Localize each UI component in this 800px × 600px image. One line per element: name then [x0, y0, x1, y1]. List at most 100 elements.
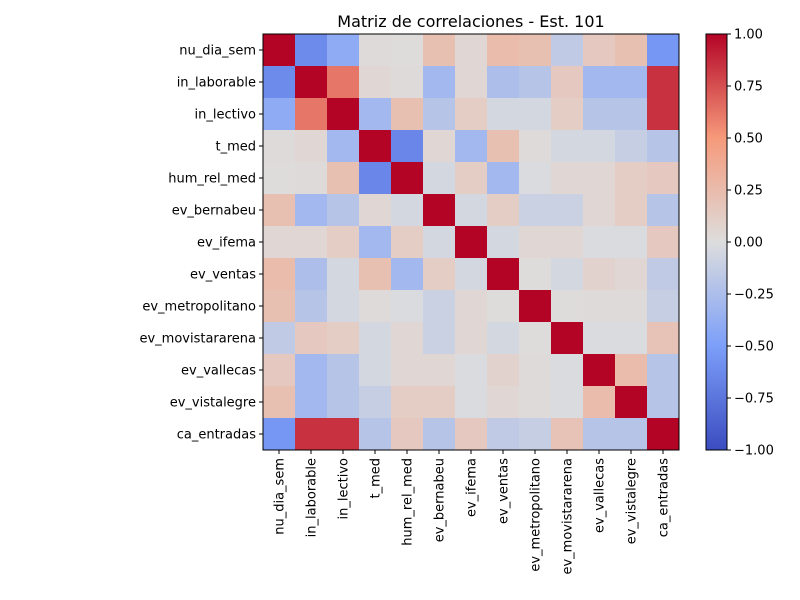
- x-tick-label: ev_metropolitano: [529, 458, 544, 572]
- heatmap-cell: [583, 290, 616, 323]
- heatmap-cell: [487, 162, 520, 195]
- heatmap-cell: [615, 194, 648, 227]
- heatmap-cell: [583, 226, 616, 259]
- heatmap-cell: [359, 162, 392, 195]
- heatmap-cell: [359, 130, 392, 163]
- heatmap-cell: [519, 194, 552, 227]
- heatmap-cell: [647, 258, 680, 291]
- heatmap-cell: [551, 226, 584, 259]
- heatmap-cell: [391, 258, 424, 291]
- heatmap-cell: [583, 34, 616, 67]
- heatmap-cell: [551, 34, 584, 67]
- heatmap-cell: [295, 98, 328, 131]
- heatmap-cell: [391, 386, 424, 419]
- heatmap-cell: [455, 226, 488, 259]
- heatmap-cell: [423, 194, 456, 227]
- heatmap-cell: [647, 34, 680, 67]
- colorbar-tick-label: 0.50: [734, 132, 763, 147]
- heatmap-cell: [647, 162, 680, 195]
- heatmap-cell: [551, 290, 584, 323]
- heatmap-cell: [519, 258, 552, 291]
- heatmap-cell: [423, 418, 456, 451]
- heatmap-cell: [583, 418, 616, 451]
- heatmap-cell: [519, 66, 552, 99]
- heatmap-cell: [487, 386, 520, 419]
- heatmap-cell: [487, 226, 520, 259]
- heatmap-cell: [583, 386, 616, 419]
- heatmap-cell: [263, 322, 296, 355]
- heatmap-cell: [615, 98, 648, 131]
- heatmap-cell: [519, 130, 552, 163]
- colorbar-tick-label: −0.75: [734, 392, 774, 407]
- heatmap-cell: [327, 162, 360, 195]
- heatmap-cell: [583, 66, 616, 99]
- heatmap-cell: [263, 386, 296, 419]
- heatmap-cell: [615, 258, 648, 291]
- heatmap-cell: [487, 194, 520, 227]
- heatmap-cell: [391, 66, 424, 99]
- heatmap-cell: [583, 258, 616, 291]
- heatmap-cell: [359, 34, 392, 67]
- heatmap-cell: [327, 34, 360, 67]
- heatmap-cell: [391, 98, 424, 131]
- heatmap-cell: [359, 194, 392, 227]
- x-tick-label: hum_rel_med: [401, 458, 416, 546]
- heatmap-cell: [263, 130, 296, 163]
- x-tick-label: t_med: [369, 458, 384, 499]
- x-tick-label: ev_ifema: [465, 458, 480, 517]
- heatmap-cell: [487, 290, 520, 323]
- colorbar-tick-label: −0.25: [734, 288, 774, 303]
- heatmap-cell: [487, 34, 520, 67]
- heatmap-cell: [487, 66, 520, 99]
- heatmap-cell: [295, 322, 328, 355]
- heatmap-cell: [423, 130, 456, 163]
- heatmap-cell: [423, 258, 456, 291]
- heatmap-cell: [647, 322, 680, 355]
- x-tick-label: in_lectivo: [337, 458, 352, 520]
- heatmap-cell: [391, 290, 424, 323]
- colorbar-tick-label: 0.25: [734, 184, 763, 199]
- heatmap-cell: [615, 130, 648, 163]
- heatmap-cell: [647, 98, 680, 131]
- x-tick-label: ev_bernabeu: [433, 458, 448, 542]
- heatmap-cell: [295, 162, 328, 195]
- heatmap-cell: [327, 98, 360, 131]
- heatmap-cell: [359, 354, 392, 387]
- heatmap-cell: [263, 66, 296, 99]
- heatmap-cell: [263, 162, 296, 195]
- heatmap-cell: [263, 418, 296, 451]
- heatmap-cell: [263, 226, 296, 259]
- heatmap-cell: [647, 66, 680, 99]
- y-tick-label: ev_vistalegre: [170, 396, 256, 411]
- heatmap-cell: [295, 258, 328, 291]
- heatmap-cell: [391, 194, 424, 227]
- heatmap-cell: [423, 226, 456, 259]
- heatmap-cell: [423, 66, 456, 99]
- heatmap-cell: [455, 98, 488, 131]
- heatmap-cell: [391, 34, 424, 67]
- heatmap-cell: [615, 66, 648, 99]
- heatmap-cell: [583, 354, 616, 387]
- heatmap-cell: [647, 194, 680, 227]
- heatmap-cell: [455, 34, 488, 67]
- heatmap-cell: [615, 290, 648, 323]
- heatmap-cell: [615, 162, 648, 195]
- heatmap-cell: [551, 194, 584, 227]
- heatmap-cell: [551, 258, 584, 291]
- heatmap-cell: [263, 98, 296, 131]
- heatmap-cell: [359, 226, 392, 259]
- heatmap-cell: [487, 98, 520, 131]
- heatmap-cell: [359, 386, 392, 419]
- heatmap-cell: [551, 130, 584, 163]
- heatmap-cell: [615, 322, 648, 355]
- colorbar-ticks: 1.00 0.75 0.50 0.25 0.00 −0.25 −0.50 −0.75 −1.00: [727, 28, 774, 459]
- colorbar: [705, 33, 728, 451]
- x-tick-label: ca_entradas: [657, 458, 672, 537]
- heatmap-cell: [487, 130, 520, 163]
- heatmap-cell: [359, 98, 392, 131]
- heatmap-cell: [487, 322, 520, 355]
- colorbar-tick-label: −1.00: [734, 444, 774, 459]
- heatmap-cell: [583, 162, 616, 195]
- heatmap-cell: [295, 418, 328, 451]
